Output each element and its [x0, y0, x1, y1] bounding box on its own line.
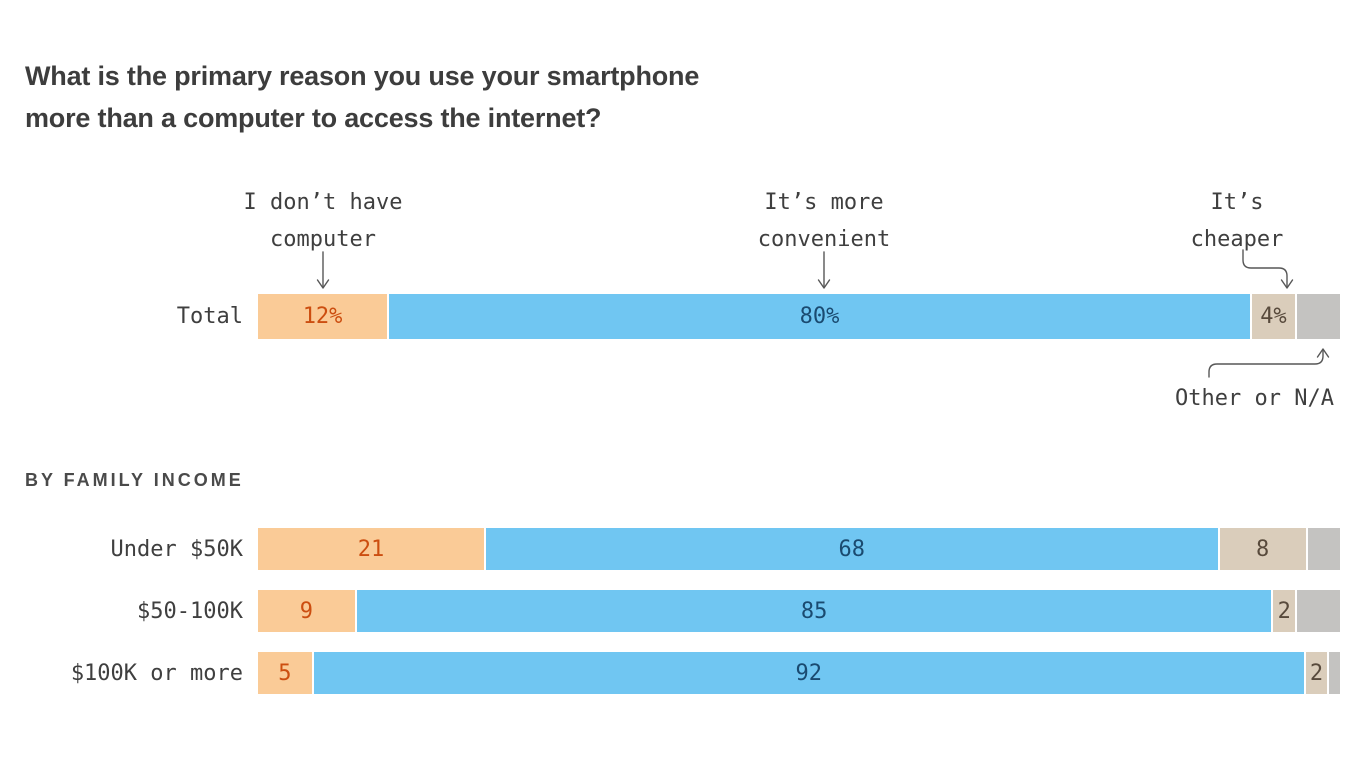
legend-label-no-computer: I don’t have computer — [173, 184, 473, 258]
bar-segment-no_computer: 21 — [258, 528, 484, 570]
bar-value-label: 2 — [1309, 660, 1324, 686]
bar-segment-cheaper: 2 — [1273, 590, 1295, 632]
bar-value-label: 5 — [278, 660, 292, 686]
bar-segment-cheaper: 4% — [1251, 294, 1295, 339]
legend-label-cheaper: It’s cheaper — [1087, 184, 1366, 258]
bar-row: Under $50K 21 68 8 — [0, 528, 1366, 570]
chart-title-line2: more than a computer to access the inter… — [25, 103, 602, 133]
chart-title: What is the primary reason you use your … — [25, 55, 925, 139]
legend-no-computer-line2: computer — [270, 227, 376, 252]
bar-value-label: 92 — [795, 660, 823, 686]
legend-cheaper-line1: It’s — [1210, 190, 1264, 215]
bar-segment-other — [1296, 294, 1341, 339]
row-label: $100K or more — [70, 660, 243, 686]
bar-segment-convenient: 68 — [485, 528, 1218, 570]
bar-segment-no_computer: 12% — [258, 294, 388, 339]
bar-track: 9 85 2 — [258, 590, 1340, 632]
bar-segment-convenient: 85 — [356, 590, 1272, 632]
chart-title-line1: What is the primary reason you use your … — [25, 61, 700, 91]
bar-segment-no_computer: 5 — [258, 652, 312, 694]
bar-track: 12% 80% 4% — [258, 294, 1341, 339]
bar-segment-cheaper: 8 — [1219, 528, 1306, 570]
bar-value-label: 4% — [1260, 304, 1287, 329]
bar-value-label: 68 — [838, 536, 866, 562]
bar-row: Total 12% 80% 4% — [0, 294, 1366, 339]
bar-row: $100K or more 5 92 2 — [0, 652, 1366, 694]
section-header-by-family-income: BY FAMILY INCOME — [25, 470, 244, 490]
row-label: $50-100K — [137, 598, 243, 624]
bar-value-label: 85 — [800, 598, 828, 624]
bar-value-label: 21 — [357, 536, 385, 562]
bar-value-label: 12% — [302, 304, 343, 329]
legend-label-convenient: It’s more convenient — [674, 184, 974, 258]
bar-segment-other — [1329, 652, 1340, 694]
bar-segment-convenient: 92 — [313, 652, 1304, 694]
bar-track: 5 92 2 — [258, 652, 1340, 694]
bar-value-label: 9 — [299, 598, 314, 624]
bar-track: 21 68 8 — [258, 528, 1340, 570]
bar-segment-convenient: 80% — [389, 294, 1250, 339]
row-label: Total — [176, 304, 243, 329]
bar-row: $50-100K 9 85 2 — [0, 590, 1366, 632]
legend-label-other: Other or N/A — [1175, 386, 1334, 411]
bar-value-label: 8 — [1256, 536, 1270, 562]
bar-segment-other — [1307, 528, 1340, 570]
legend-convenient-line2: convenient — [757, 227, 891, 252]
legend-no-computer-line1: I don’t have — [243, 190, 403, 215]
legend-convenient-line1: It’s more — [764, 190, 884, 215]
bar-segment-no_computer: 9 — [258, 590, 355, 632]
bar-value-label: 2 — [1277, 598, 1291, 624]
bar-value-label: 80% — [799, 304, 840, 329]
legend-cheaper-line2: cheaper — [1190, 227, 1284, 252]
row-label: Under $50K — [110, 536, 243, 562]
bar-segment-cheaper: 2 — [1305, 652, 1328, 694]
bar-segment-other — [1296, 590, 1340, 632]
arrow-other — [1208, 348, 1330, 378]
